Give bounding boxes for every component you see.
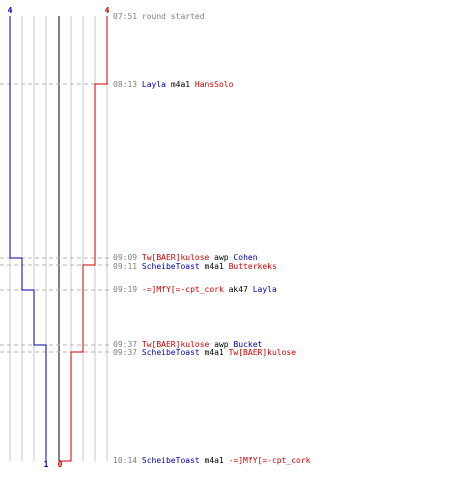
event-row: 08:13 Layla m4a1 HansSolo [113,80,234,89]
event-victim: HansSolo [195,80,234,89]
event-row: 09:19 -=]MfY[=-cpt_cork ak47 Layla [113,285,277,294]
event-killer: Layla [142,80,166,89]
event-victim: Butterkeks [229,262,277,271]
event-row: 09:11 ScheibeToast m4a1 Butterkeks [113,262,277,271]
event-row: 09:37 ScheibeToast m4a1 Tw[BAER]kulose [113,348,296,357]
event-victim: -=]MfY[=-cpt_cork [229,456,311,465]
event-killer: ScheibeToast [142,348,200,357]
event-time: 09:37 [113,340,142,349]
event-killer: Tw[BAER]kulose [142,253,210,262]
event-killer: Tw[BAER]kulose [142,340,210,349]
event-row: 10:14 ScheibeToast m4a1 -=]MfY[=-cpt_cor… [113,456,311,465]
event-time: 07:51 [113,12,142,21]
event-dashed-lines [0,83,111,353]
red-team-alive-line [59,16,108,462]
blue-end-count: 1 [44,460,49,469]
event-weapon: awp [209,253,233,262]
grid-lines [9,16,108,461]
event-time: 09:09 [113,253,142,262]
event-weapon: ak47 [224,285,253,294]
event-time: 10:14 [113,456,142,465]
event-weapon: m4a1 [200,262,229,271]
event-weapon: awp [209,340,233,349]
event-victim: Bucket [233,340,262,349]
event-victim: Cohen [233,253,257,262]
event-time: 09:11 [113,262,142,271]
blue-start-count: 4 [8,6,13,15]
event-killer: ScheibeToast [142,456,200,465]
event-victim: Tw[BAER]kulose [229,348,297,357]
event-log: 07:51 round started 08:13 Layla m4a1 Hans… [113,12,311,465]
event-killer: ScheibeToast [142,262,200,271]
event-time: 09:19 [113,285,142,294]
blue-team-alive-line [9,16,47,461]
event-killer: -=]MfY[=-cpt_cork [142,285,224,294]
event-weapon: m4a1 [166,80,195,89]
event-weapon: m4a1 [200,456,229,465]
event-victim: Layla [253,285,277,294]
event-row: 07:51 round started [113,12,205,21]
event-row: 09:37 Tw[BAER]kulose awp Bucket [113,340,263,349]
red-start-count: 4 [105,6,110,15]
event-row: 09:09 Tw[BAER]kulose awp Cohen [113,253,258,262]
event-weapon: m4a1 [200,348,229,357]
event-time: 09:37 [113,348,142,357]
event-text: round started [142,12,205,21]
red-end-count: 0 [58,460,63,469]
event-time: 08:13 [113,80,142,89]
